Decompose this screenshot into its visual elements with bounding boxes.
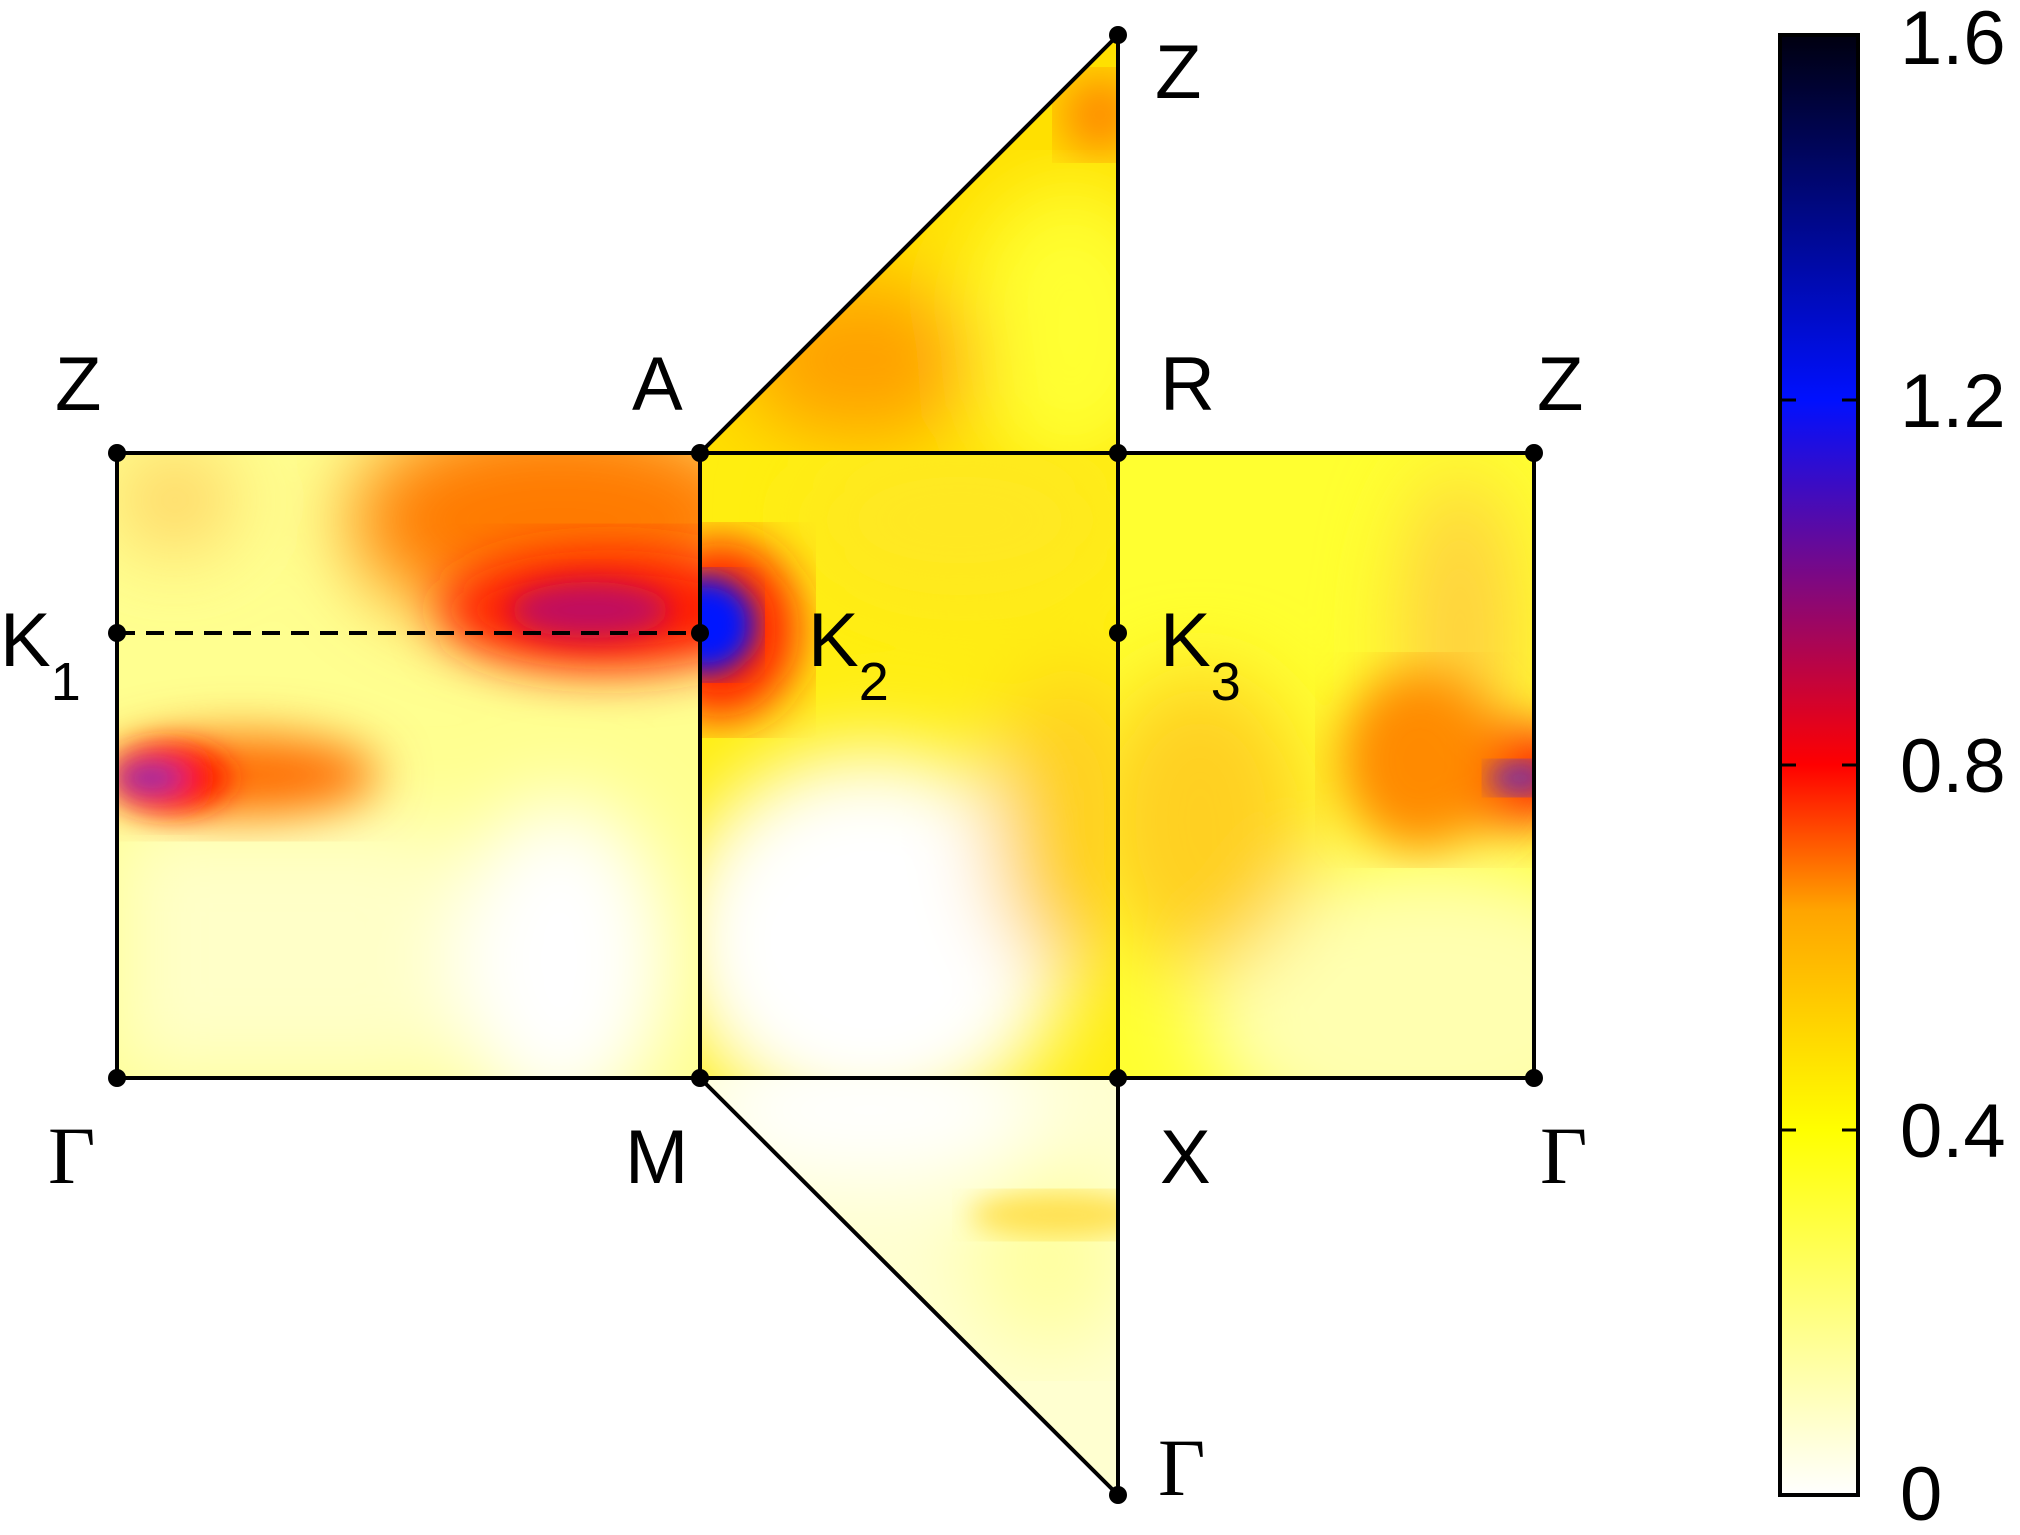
colorbar-tick-label: 0.4 (1900, 1089, 2006, 1174)
label-Z-left: Z (55, 342, 101, 427)
label-K2: K2 (808, 598, 889, 712)
label-K3: K3 (1160, 598, 1241, 712)
label-Gamma-bottom: Γ (1158, 1422, 1205, 1513)
heatmap-right-panel (1118, 453, 1534, 1078)
label-K2-main: K (808, 598, 859, 683)
zone-path-lines (115, 33, 1536, 1497)
heatmap-lower-triangle (700, 1078, 1118, 1495)
label-M: M (625, 1115, 688, 1200)
label-K1-main: K (0, 598, 51, 683)
dot-Gamma-right (1525, 1069, 1543, 1087)
label-K1: K1 (0, 598, 81, 712)
label-R: R (1160, 342, 1215, 427)
label-Z-top: Z (1155, 30, 1201, 115)
dot-Gamma-left (108, 1069, 126, 1087)
colorbar-tick-marks (1780, 398, 1858, 1132)
heatmap-left-panel (117, 453, 700, 1078)
line-A-Z-diagonal (698, 33, 1120, 455)
dot-R (1109, 444, 1127, 462)
label-A: A (632, 342, 683, 427)
dot-X (1109, 1069, 1127, 1087)
label-K3-main: K (1160, 598, 1211, 683)
point-dots (108, 26, 1543, 1504)
colorbar-tick-label: 0 (1900, 1452, 1942, 1530)
dot-A (691, 444, 709, 462)
colorbar-tick-label: 1.6 (1900, 0, 2006, 81)
line-M-Gamma-diagonal (698, 1076, 1120, 1497)
label-K3-sub: 3 (1211, 652, 1241, 712)
label-K1-sub: 1 (51, 652, 81, 712)
dot-K2 (691, 624, 709, 642)
label-Gamma-left: Γ (48, 1110, 95, 1201)
colorbar-tick-label: 1.2 (1900, 359, 2006, 444)
dot-Z-right (1525, 444, 1543, 462)
dot-Gamma-bottom (1109, 1486, 1127, 1504)
label-Z-right: Z (1537, 342, 1583, 427)
dot-K1 (108, 624, 126, 642)
colorbar-tick-labels: 0 0.4 0.8 1.2 1.6 (1900, 0, 2006, 1535)
label-Gamma-right: Γ (1540, 1110, 1587, 1201)
heatmap-upper-triangle (700, 35, 1118, 453)
colorbar: 0 0.4 0.8 1.2 1.6 (1778, 0, 2006, 1535)
label-K2-sub: 2 (859, 652, 889, 712)
dot-Z-top (1109, 26, 1127, 44)
heatmap-middle-panel (700, 453, 1118, 1078)
point-labels: Z A R Z Z K1 K2 K3 Γ M X Γ Γ (0, 30, 1587, 1513)
label-X: X (1160, 1115, 1211, 1200)
dot-M (691, 1069, 709, 1087)
dot-Z-left (108, 444, 126, 462)
colorbar-tick-label: 0.8 (1900, 724, 2006, 809)
dot-K3 (1109, 624, 1127, 642)
